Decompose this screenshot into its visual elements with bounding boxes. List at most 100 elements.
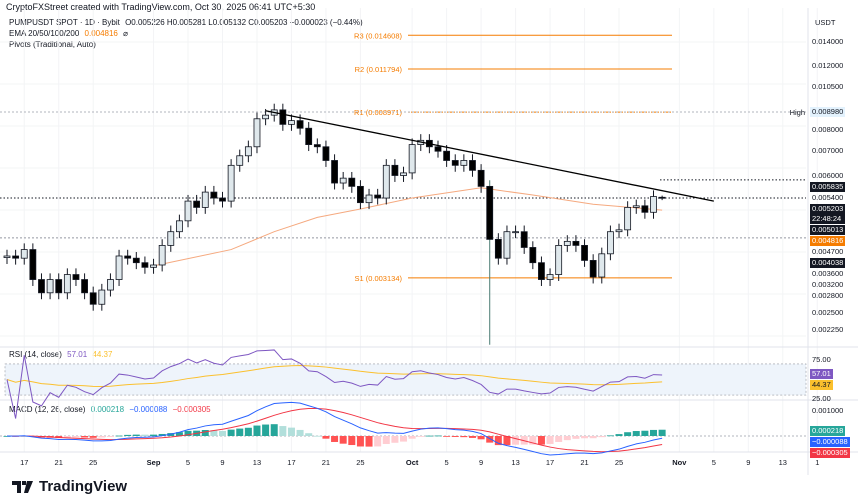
candle-body xyxy=(141,262,149,268)
ema-legend[interactable]: EMA 20/50/100/200 0.004816 ⌀ xyxy=(9,29,131,38)
candle xyxy=(615,223,623,239)
macd-histogram-bar xyxy=(253,425,261,436)
candle xyxy=(512,225,519,239)
price-tick: 0.002800 xyxy=(812,290,844,300)
candle xyxy=(46,273,54,300)
candle xyxy=(624,201,632,237)
symbol-name[interactable]: PUMPUSDT SPOT · 1D · Bybit xyxy=(9,18,120,27)
candle xyxy=(98,283,106,311)
high-tag: 0.008980 xyxy=(810,106,846,117)
candle-body xyxy=(477,169,485,187)
candle xyxy=(322,140,330,167)
candle xyxy=(219,191,226,208)
symbol-legend: PUMPUSDT SPOT · 1D · Bybit O0.005226 H0.… xyxy=(9,18,366,27)
macd-legend[interactable]: MACD (12, 26, close) 0.000218 −0.000088 … xyxy=(9,405,214,414)
rsi-legend[interactable]: RSI (14, close) 57.01 44.37 xyxy=(9,350,115,359)
candle-body xyxy=(546,274,554,280)
macd-signal: −0.000088 xyxy=(129,405,168,414)
candle-body xyxy=(650,196,657,213)
macd-histogram-bar xyxy=(615,434,623,436)
macd-histogram-bar xyxy=(529,436,537,445)
rsi-tick: 75.00 xyxy=(812,355,831,364)
candle-body xyxy=(460,160,468,166)
candle xyxy=(89,286,97,311)
candle-body xyxy=(434,146,442,152)
date-tick: 13 xyxy=(253,458,261,467)
candle-body xyxy=(158,245,166,266)
price-tick: 0.002250 xyxy=(812,325,844,335)
high-label: High xyxy=(790,108,805,117)
pivot-label: R1 (0.008971) xyxy=(354,108,402,117)
macd-histogram-bar xyxy=(339,436,347,444)
price-tag: 0.005203 22:48:24 xyxy=(810,203,846,224)
macd-histogram-bar xyxy=(356,436,364,447)
candle xyxy=(305,122,313,152)
candle-body xyxy=(598,253,606,278)
candle-body xyxy=(89,292,97,305)
candle xyxy=(279,103,287,131)
macd-histogram-bar xyxy=(331,436,339,442)
macd-histogram-bar xyxy=(606,435,614,437)
candle-body xyxy=(348,177,356,187)
candle-body xyxy=(72,274,80,280)
price-tag: 0.005835 xyxy=(810,181,846,192)
candle-body xyxy=(529,247,537,264)
currency-label[interactable]: USDT xyxy=(815,18,836,27)
candle xyxy=(469,154,476,177)
macd-histogram-bar xyxy=(382,436,390,444)
settings-icon[interactable]: ⌀ xyxy=(123,29,128,38)
price-tag: 0.004816 xyxy=(810,235,846,246)
candle-body xyxy=(632,205,640,208)
candle xyxy=(55,273,63,300)
candle-body xyxy=(512,231,519,234)
candle-body xyxy=(296,120,304,129)
candle-body xyxy=(313,144,321,148)
candle-body xyxy=(365,194,373,204)
candle-body xyxy=(538,262,545,280)
candle-body xyxy=(624,207,632,231)
price-chart[interactable]: R3 (0.014608) R2 (0.011794) R1 (0.008971) S… xyxy=(0,0,860,475)
macd-histogram-bar xyxy=(425,435,433,437)
candle xyxy=(81,273,88,300)
date-tick: 5 xyxy=(186,458,190,467)
pivots-legend[interactable]: Pivots (Traditional, Auto) xyxy=(9,40,96,49)
price-tick: 0.004700 xyxy=(812,246,844,256)
candle-body xyxy=(20,249,28,259)
macd-histogram-bar xyxy=(451,436,459,437)
candle-body xyxy=(563,240,571,246)
candle xyxy=(3,249,11,265)
candle xyxy=(563,235,571,252)
candle xyxy=(29,243,37,286)
date-tick: 17 xyxy=(20,458,28,467)
macd-histogram-bar xyxy=(98,436,106,438)
candle-body xyxy=(63,274,71,294)
candle xyxy=(503,225,511,265)
candle-body xyxy=(357,185,364,204)
macd-histogram-bar xyxy=(279,426,287,436)
macd-histogram-bar xyxy=(460,436,468,438)
macd-histogram-bar xyxy=(486,436,494,443)
candle-body xyxy=(98,289,106,305)
macd-histogram-bar xyxy=(632,431,640,436)
macd-histogram-bar xyxy=(650,429,657,436)
candle xyxy=(38,273,45,300)
macd-histogram-bar xyxy=(546,436,554,444)
date-tick: 13 xyxy=(779,458,787,467)
macd-histogram-bar xyxy=(72,436,80,438)
macd-histogram-bar xyxy=(115,435,123,437)
candle xyxy=(253,112,261,154)
macd-tick: 0.001000 xyxy=(812,406,844,415)
price-tick: 0.014000 xyxy=(812,37,844,46)
candle xyxy=(365,188,373,210)
candle xyxy=(408,138,416,180)
candle xyxy=(572,235,580,252)
candle-body xyxy=(615,229,623,233)
macd-histogram-bar xyxy=(236,428,244,436)
date-tick: Nov xyxy=(672,458,687,467)
candle-body xyxy=(305,127,313,146)
candle-body xyxy=(391,164,399,176)
candle-body xyxy=(81,279,88,294)
macd-histogram-bar xyxy=(641,430,649,436)
candle-body xyxy=(589,260,597,278)
candle-body xyxy=(219,197,226,202)
